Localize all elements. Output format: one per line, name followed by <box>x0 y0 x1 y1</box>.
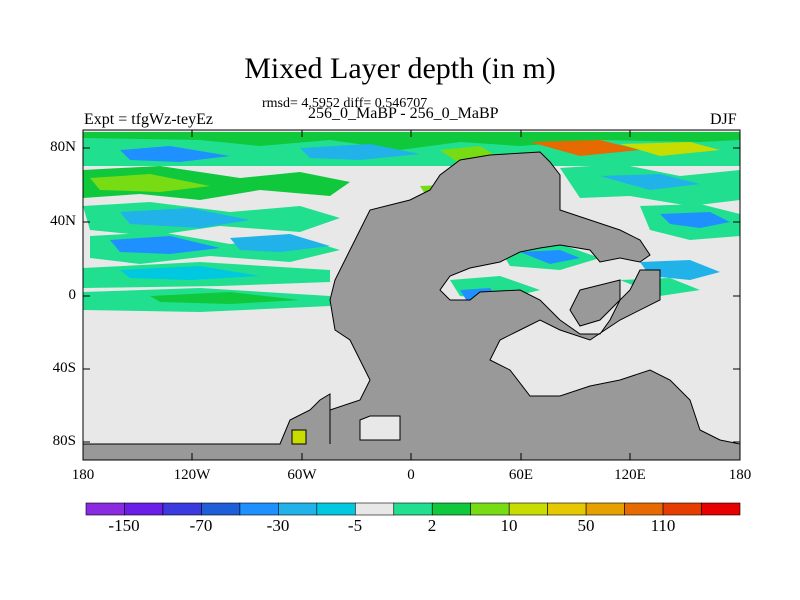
colorbar-swatch <box>431 502 472 516</box>
y-tick-label: 80N <box>50 139 76 155</box>
colorbar-swatch <box>239 502 279 516</box>
x-tick-label: 60W <box>287 467 317 483</box>
colorbar-label: -70 <box>189 516 213 535</box>
y-tick-label: 0 <box>68 287 77 303</box>
colorbar-swatch <box>624 502 664 516</box>
map-title: Mixed Layer depth (in m) <box>244 52 556 85</box>
colorbar-swatch <box>316 502 356 516</box>
colorbar-swatch <box>470 502 510 516</box>
colorbar-label: -30 <box>266 516 290 535</box>
colorbar-swatch <box>662 502 702 516</box>
y-tick-label: 40N <box>50 213 76 229</box>
colorbar-label: 50 <box>577 516 595 535</box>
axis-ticks <box>82 130 741 460</box>
colorbar-label: -150 <box>108 516 140 535</box>
land-masses <box>82 151 741 461</box>
map-area <box>82 129 741 461</box>
x-tick-label: 120E <box>614 467 646 483</box>
season-label: DJF <box>710 111 737 128</box>
colorbar-swatch <box>508 502 548 516</box>
x-tick-label: 60E <box>508 467 534 483</box>
colorbar-label: -5 <box>347 516 363 535</box>
y-tick-label: 40S <box>52 360 76 376</box>
mld-field <box>83 132 740 312</box>
colorbar-swatch <box>547 502 587 516</box>
colorbar-swatch <box>201 502 241 516</box>
colorbar-label: 110 <box>650 516 676 535</box>
colorbar-swatch <box>278 502 318 516</box>
inland-sea <box>359 415 401 441</box>
colorbar <box>85 502 741 516</box>
colorbar-swatch <box>162 502 202 516</box>
colorbar-swatch <box>124 502 164 516</box>
colorbar-swatch <box>85 502 125 516</box>
experiment-label: Expt = tfgWz-teyEz <box>84 111 213 128</box>
colorbar-swatch <box>585 502 625 516</box>
map-subtitle: rmsd= 4.5952 diff= 0.546707 <box>262 96 428 111</box>
colorbar-label: 2 <box>427 516 437 535</box>
comparison-label: 256_0_MaBP - 256_0_MaBP <box>308 105 499 122</box>
x-tick-label: 180 <box>71 467 95 483</box>
colorbar-swatch <box>701 502 741 516</box>
x-tick-label: 0 <box>407 467 415 483</box>
x-tick-label: 120W <box>173 467 211 483</box>
colorbar-swatch <box>393 502 433 516</box>
coastal-patch <box>291 429 307 445</box>
colorbar-label: 10 <box>500 516 518 535</box>
colorbar-swatch <box>354 502 395 516</box>
x-tick-label: 180 <box>728 467 752 483</box>
y-tick-label: 80S <box>52 433 76 449</box>
